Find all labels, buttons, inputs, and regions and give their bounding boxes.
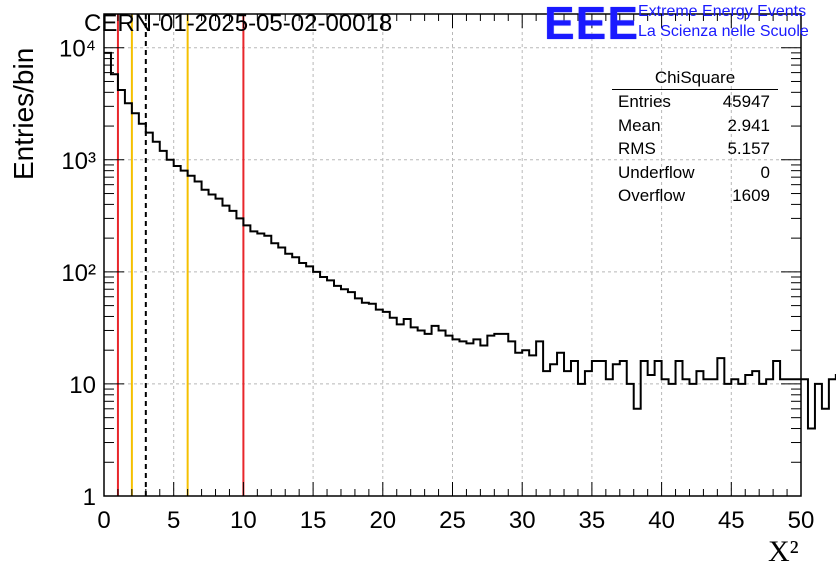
histogram-series — [104, 51, 836, 430]
x-tick-label: 5 — [167, 507, 180, 534]
stats-value: 45947 — [722, 92, 770, 111]
x-tick-label: 35 — [579, 507, 606, 534]
stats-value: 1609 — [732, 186, 770, 205]
stats-title: ChiSquare — [612, 68, 778, 90]
stats-box: ChiSquare Entries 45947 Mean 2.941 RMS 5… — [612, 68, 778, 210]
y-tick-label: 10⁴ — [59, 36, 96, 63]
stats-row: RMS 5.157 — [612, 139, 778, 163]
stats-label: RMS — [618, 139, 656, 158]
stats-label: Mean — [618, 115, 661, 135]
chart-title: CERN-01-2025-05-02-00018 — [84, 10, 393, 37]
logo-subtitle-1: Extreme Energy Events — [638, 3, 807, 20]
x-tick-label: 0 — [97, 507, 110, 534]
stats-value: 2.941 — [727, 115, 770, 135]
x-tick-label: 40 — [648, 507, 675, 534]
stats-label: Overflow — [618, 186, 686, 205]
stats-value: 5.157 — [727, 139, 770, 158]
x-tick-label: 20 — [369, 507, 396, 534]
axis-ticks — [103, 13, 802, 497]
y-tick-label: 10³ — [61, 148, 96, 175]
stats-label: Underflow — [618, 162, 695, 182]
stats-row: Overflow 1609 — [612, 186, 778, 210]
x-tick-label: 45 — [718, 507, 745, 534]
x-tick-label: 15 — [300, 507, 327, 534]
y-axis-label: Entries/bin — [8, 47, 39, 180]
stats-row: Entries 45947 — [612, 92, 778, 116]
stats-label: Entries — [618, 92, 671, 111]
x-tick-label: 10 — [230, 507, 257, 534]
x-axis-label: X² — [768, 535, 799, 568]
stats-row: Underflow 0 — [612, 163, 778, 187]
x-tick-label: 25 — [439, 507, 466, 534]
axis-tick-labels: 0 5 10 15 20 25 30 35 40 45 50 1 10 10² 10³ 10⁴ — [59, 36, 814, 534]
y-tick-label: 1 — [83, 484, 96, 511]
threshold-lines — [116, 14, 245, 496]
y-tick-label: 10 — [69, 372, 96, 399]
y-tick-label: 10² — [61, 260, 96, 287]
logo-subtitle-2: La Scienza nelle Scuole — [638, 23, 809, 40]
eee-logo: EEE — [544, 0, 640, 49]
stats-value: 0 — [760, 162, 770, 182]
x-tick-label: 50 — [788, 507, 815, 534]
x-tick-label: 30 — [509, 507, 536, 534]
stats-row: Mean 2.941 — [612, 116, 778, 140]
